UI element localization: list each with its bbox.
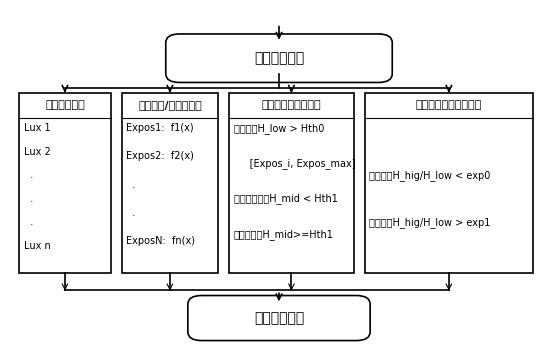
- Text: [Expos_i, Expos_max]: [Expos_i, Expos_max]: [234, 158, 355, 169]
- Text: .: .: [24, 194, 33, 204]
- Text: Lux n: Lux n: [24, 241, 51, 251]
- Text: 正常光照：H_mid>=Hth1: 正常光照：H_mid>=Hth1: [234, 229, 334, 240]
- Text: 过曝光：H_hig/H_low > exp1: 过曝光：H_hig/H_low > exp1: [369, 217, 490, 228]
- Text: 高反射光照：H_mid < Hth1: 高反射光照：H_mid < Hth1: [234, 193, 338, 204]
- Text: 测光学习单元: 测光学习单元: [254, 51, 304, 65]
- Text: ExposN:  fn(x): ExposN: fn(x): [126, 236, 195, 246]
- Text: 非正常直方图经验学习: 非正常直方图经验学习: [416, 100, 482, 110]
- Text: .: .: [24, 218, 33, 227]
- Bar: [364, 93, 533, 273]
- Text: 欠曝光：H_hig/H_low < exp0: 欠曝光：H_hig/H_low < exp0: [369, 170, 490, 181]
- Text: .: .: [126, 208, 135, 218]
- Text: 曝光调节单元: 曝光调节单元: [254, 311, 304, 325]
- FancyBboxPatch shape: [166, 34, 392, 82]
- Text: Lux 1: Lux 1: [24, 123, 50, 133]
- Text: 正常直方图经验学习: 正常直方图经验学习: [262, 100, 321, 110]
- Bar: [229, 93, 354, 273]
- Text: .: .: [24, 170, 33, 180]
- Bar: [122, 93, 218, 273]
- Text: 低照光：H_low > Hth0: 低照光：H_low > Hth0: [234, 123, 324, 134]
- Text: Lux 2: Lux 2: [24, 147, 51, 157]
- Bar: [20, 93, 110, 273]
- Text: Expos2:  f2(x): Expos2: f2(x): [126, 151, 194, 162]
- Text: Expos1:  f1(x): Expos1: f1(x): [126, 123, 194, 133]
- Text: 目标校准测量: 目标校准测量: [45, 100, 85, 110]
- FancyBboxPatch shape: [188, 296, 370, 341]
- Text: .: .: [126, 180, 135, 190]
- Text: 曝光区间/函数存储表: 曝光区间/函数存储表: [138, 100, 202, 110]
